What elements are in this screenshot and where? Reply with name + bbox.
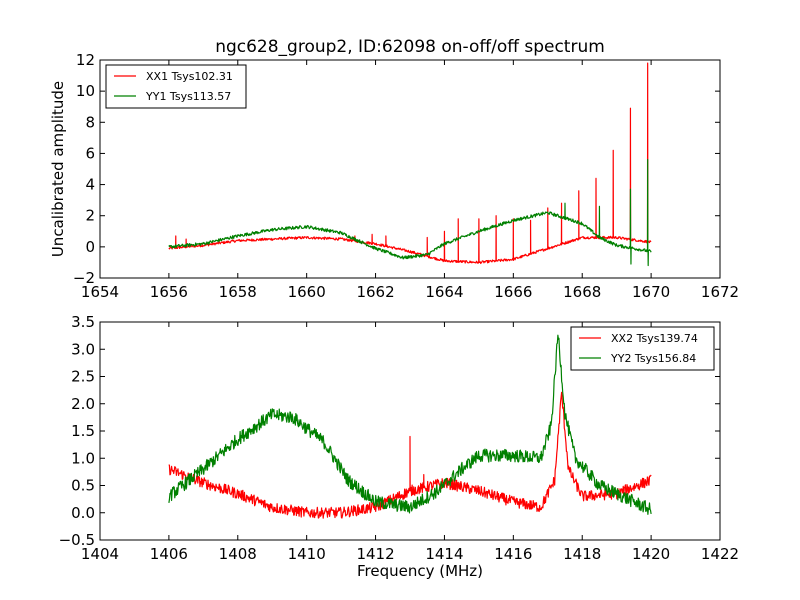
y-tick-label: 4 <box>85 176 95 194</box>
y-tick-label: 0.0 <box>71 504 95 522</box>
chart-panel-1: 1654 1656 1658 1660 1662 1664 1666 1668 1670 1672… <box>49 37 739 301</box>
y-tick-label: 12 <box>76 51 95 69</box>
y-tick-label: 3.0 <box>71 340 95 358</box>
plot-area <box>168 334 652 519</box>
y-tick-label: 0 <box>85 238 95 256</box>
y-tick-label: −2 <box>73 269 95 287</box>
x-tick-label: 1408 <box>219 545 257 563</box>
y-tick-label: 10 <box>76 82 95 100</box>
x-tick-label: 1656 <box>150 283 188 301</box>
legend-label: XX2 Tsys139.74 <box>611 332 698 345</box>
legend: XX1 Tsys102.31 YY1 Tsys113.57 <box>105 64 247 109</box>
x-tick-label: 1422 <box>701 545 739 563</box>
legend-label: YY1 Tsys113.57 <box>145 90 231 103</box>
series-line-1 <box>168 62 652 265</box>
y-tick-label: 3.5 <box>71 313 95 331</box>
legend-label: YY2 Tsys156.84 <box>610 352 696 365</box>
x-tick-label: 1404 <box>81 545 119 563</box>
x-tick-label: 1672 <box>701 283 739 301</box>
x-tick-label: 1670 <box>632 283 670 301</box>
legend: XX2 Tsys139.74 YY2 Tsys156.84 <box>570 326 715 371</box>
series-line-2 <box>168 159 652 267</box>
x-tick-label: 1418 <box>563 545 601 563</box>
x-tick-label: 1668 <box>563 283 601 301</box>
y-tick-label: 1.0 <box>71 449 95 467</box>
x-tick-label: 1406 <box>150 545 188 563</box>
legend-label: XX1 Tsys102.31 <box>146 70 233 83</box>
x-tick-label: 1412 <box>356 545 394 563</box>
chart-title: ngc628_group2, ID:62098 on-off/off spect… <box>215 37 605 57</box>
x-tick-label: 1666 <box>494 283 532 301</box>
x-tick-label: 1660 <box>288 283 326 301</box>
x-tick-label: 1654 <box>81 283 119 301</box>
x-tick-label: 1420 <box>632 545 670 563</box>
x-axis-label: Frequency (MHz) <box>357 562 483 580</box>
x-tick-label: 1410 <box>288 545 326 563</box>
x-tick-label: 1664 <box>425 283 463 301</box>
y-tick-label: 2.5 <box>71 368 95 386</box>
series-line-1 <box>168 391 652 519</box>
y-axis-label: Uncalibrated amplitude <box>49 81 67 257</box>
y-tick-label: 1.5 <box>71 422 95 440</box>
y-tick-label: 2 <box>85 207 95 225</box>
legend-box <box>570 326 715 371</box>
y-tick-label: 0.5 <box>71 477 95 495</box>
x-tick-label: 1658 <box>219 283 257 301</box>
y-tick-label: −0.5 <box>59 531 95 549</box>
x-tick-label: 1662 <box>356 283 394 301</box>
plot-area <box>168 62 652 267</box>
y-tick-label: 8 <box>85 113 95 131</box>
y-tick-label: 6 <box>85 144 95 162</box>
series-line-2 <box>168 334 652 515</box>
x-tick-label: 1414 <box>425 545 463 563</box>
y-tick-label: 2.0 <box>71 395 95 413</box>
axes-frame <box>99 59 721 279</box>
x-tick-label: 1416 <box>494 545 532 563</box>
legend-box <box>105 64 247 109</box>
chart-panel-2: 1404 1406 1408 1410 1412 1414 1416 1418 1420 1422… <box>59 313 740 580</box>
